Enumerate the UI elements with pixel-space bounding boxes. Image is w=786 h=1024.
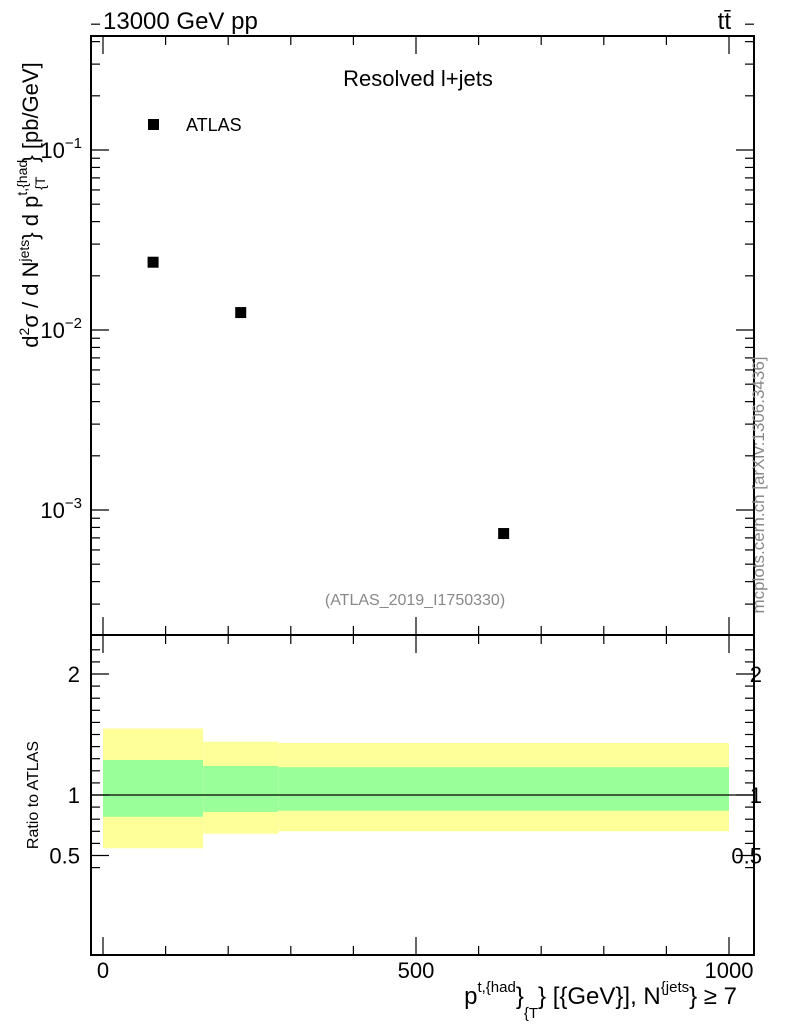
- ratio-inner-band: [203, 765, 279, 812]
- main-y-tick-label: 10−1: [40, 135, 82, 163]
- ratio-inner-band: [103, 759, 204, 817]
- data-point: [235, 307, 247, 319]
- ratio-y-tick-label-right: 2: [750, 662, 762, 687]
- ratio-panel: 0.5 0.5 1 1 2 2 0 500 1000 Ratio to ATLAS pt,{ha…: [25, 634, 762, 1022]
- main-y-axis-label: d2σ / d Njets} d pt,{had {T} [pb/GeV]: [14, 62, 48, 347]
- ratio-y-tick-label: 1: [68, 783, 80, 808]
- header-right: tt̄: [718, 8, 732, 35]
- x-tick-label: 1000: [705, 958, 754, 983]
- analysis-watermark: (ATLAS_2019_I1750330): [325, 592, 505, 609]
- side-watermark: mcplots.cern.ch [arXiv:1306.3436]: [749, 356, 768, 613]
- x-axis-label: pt,{had}{T} [{GeV}], N{jets} ≥ 7: [464, 979, 737, 1022]
- chart-title: Resolved l+jets: [343, 66, 493, 91]
- main-panel-marks: [147, 256, 510, 540]
- main-panel-ticks: 10−1 10−2 10−3: [40, 23, 754, 635]
- x-tick-label: 500: [398, 958, 435, 983]
- ratio-panel-frame: [90, 634, 755, 956]
- x-tick-label: 0: [97, 958, 109, 983]
- legend-marker-atlas: [148, 119, 159, 130]
- main-y-tick-label: 10−3: [40, 495, 82, 523]
- ratio-y-tick-label: 2: [68, 662, 80, 687]
- ratio-y-tick-label-right: 0.5: [731, 844, 762, 869]
- ratio-y-tick-label: 0.5: [49, 844, 80, 869]
- ratio-panel-ticks: 0.5 0.5 1 1 2 2 0 500 1000: [49, 635, 762, 983]
- main-panel: 10−1 10−2 10−3 Resolved l+jets (ATLAS_2019…: [14, 23, 755, 636]
- legend-label-atlas: ATLAS: [186, 115, 242, 135]
- data-point: [498, 528, 510, 540]
- ratio-y-tick-label-right: 1: [750, 783, 762, 808]
- ratio-bands: [103, 728, 729, 849]
- ratio-y-axis-label: Ratio to ATLAS: [25, 741, 42, 849]
- header-left: 13000 GeV pp: [103, 8, 258, 35]
- ratio-inner-band: [278, 767, 729, 811]
- data-point: [147, 256, 159, 268]
- main-y-tick-label: 10−2: [40, 315, 82, 343]
